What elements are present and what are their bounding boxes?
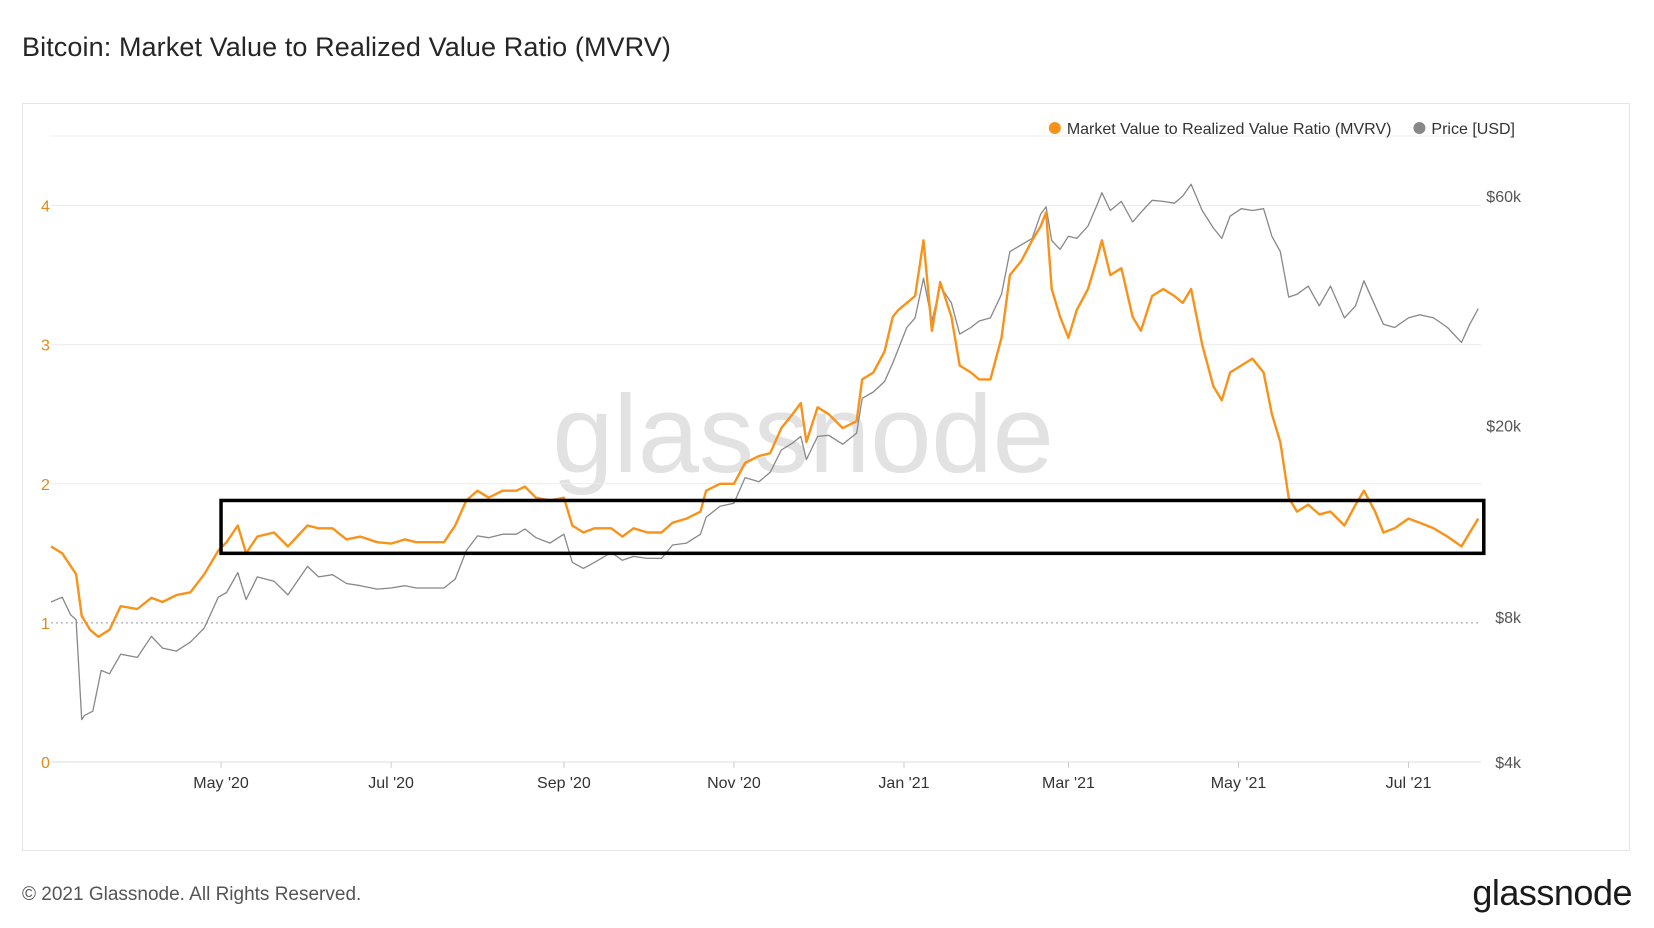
- y-right-tick-label: $60k: [1486, 189, 1522, 206]
- x-tick-label: Jul '21: [1386, 775, 1432, 792]
- legend-item-mvrv[interactable]: Market Value to Realized Value Ratio (MV…: [1048, 121, 1392, 138]
- page-title: Bitcoin: Market Value to Realized Value …: [22, 32, 671, 62]
- x-tick-label: May '20: [193, 775, 249, 792]
- mvrv-line: [50, 211, 1480, 638]
- legend[interactable]: Price [USD] Market Value to Realized Valu…: [1048, 121, 1515, 138]
- legend-label: Market Value to Realized Value Ratio (MV…: [1067, 121, 1392, 138]
- x-tick-label: Mar '21: [1042, 775, 1095, 792]
- y-left-tick-label: 3: [41, 338, 50, 355]
- axis-ticks: 0 1 2 3 4 $4k $8k $20k $60k May '20 Jul '20 Sep '20…: [41, 189, 1522, 792]
- legend-dot-icon: [1048, 122, 1061, 134]
- x-tick-label: Nov '20: [707, 775, 761, 792]
- y-left-tick-label: 4: [41, 199, 50, 216]
- grid-lines: [51, 135, 1481, 763]
- x-tick-label: Sep '20: [537, 775, 591, 792]
- price-line: [50, 183, 1479, 721]
- chart-area: glassnode 0 1 2 3 4 $4k $8k $20k $60k May '20 Jul …: [22, 103, 1630, 851]
- highlight-box-layer: [219, 498, 1486, 556]
- mvrv-chart: glassnode 0 1 2 3 4 $4k $8k $20k $60k May '20 Jul …: [41, 121, 1522, 792]
- x-tick-label: May '21: [1211, 775, 1267, 792]
- footer-logo: glassnode: [1472, 872, 1632, 913]
- legend-dot-icon: [1413, 122, 1426, 134]
- y-left-tick-label: 2: [41, 477, 50, 494]
- y-left-tick-label: 1: [41, 616, 50, 633]
- highlight-box: [219, 498, 1486, 556]
- y-right-tick-label: $8k: [1495, 610, 1522, 627]
- watermark: glassnode: [552, 373, 1054, 496]
- legend-label: Price [USD]: [1431, 121, 1515, 138]
- y-left-tick-label: 0: [41, 755, 50, 772]
- x-tick-label: Jul '20: [368, 775, 414, 792]
- footer-copyright: © 2021 Glassnode. All Rights Reserved.: [22, 884, 362, 905]
- series-lines: [50, 183, 1480, 721]
- y-right-tick-label: $4k: [1495, 755, 1522, 772]
- legend-item-price[interactable]: Price [USD]: [1413, 121, 1515, 138]
- y-right-tick-label: $20k: [1486, 419, 1522, 436]
- x-tick-label: Jan '21: [878, 775, 929, 792]
